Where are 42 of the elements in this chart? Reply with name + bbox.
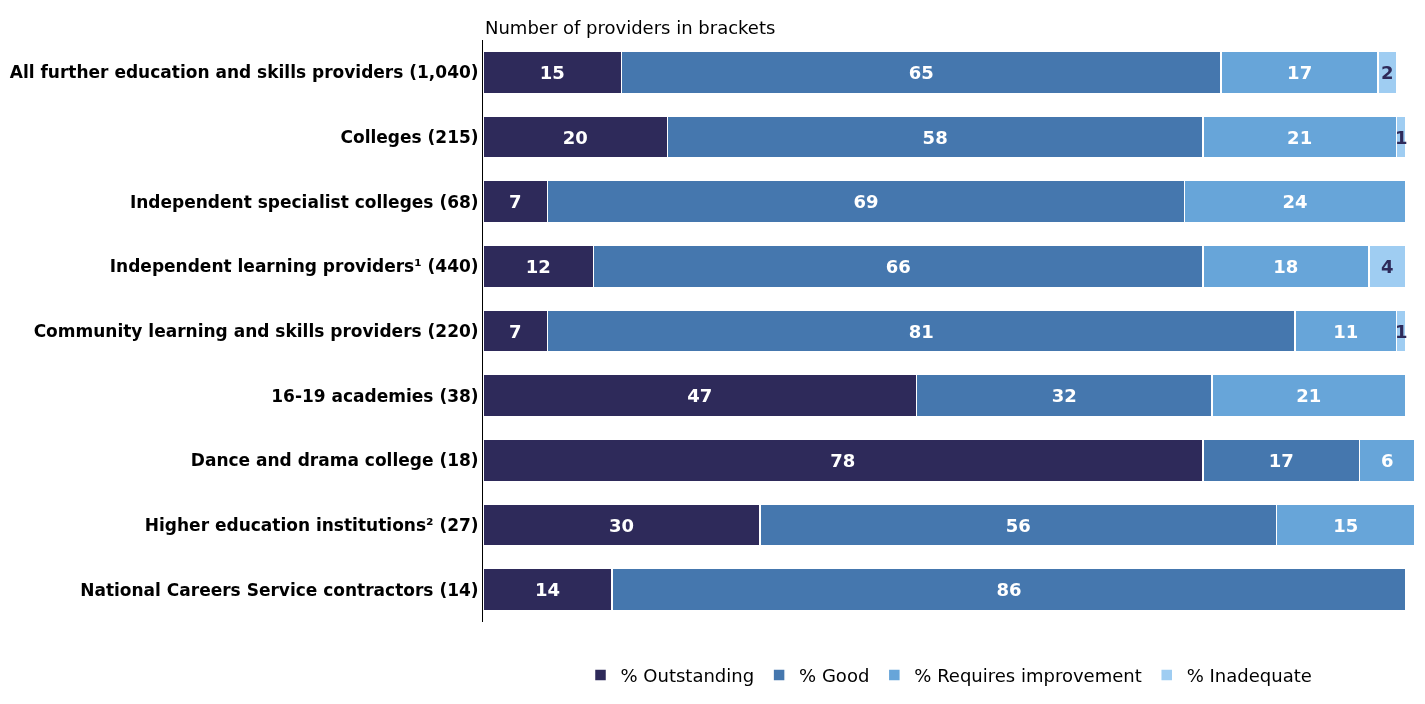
data-label: 86	[996, 579, 1022, 601]
data-label: 30	[608, 514, 634, 536]
chart-subtitle: Number of providers in brackets	[485, 17, 776, 38]
y-tick-label: All further education and skills providers (1,040)	[9, 62, 479, 83]
data-label: 32	[1051, 385, 1077, 407]
data-label: 65	[908, 61, 934, 83]
y-tick-label: Higher education institutions² (27)	[144, 514, 479, 535]
data-label: 17	[1268, 449, 1294, 471]
data-label: 7	[509, 191, 522, 213]
data-label: 17	[1287, 61, 1313, 83]
data-label: 81	[908, 320, 934, 342]
data-label: 58	[922, 126, 948, 148]
legend-label: % Good	[799, 665, 870, 687]
data-label: 12	[525, 255, 551, 277]
data-label: 6	[1381, 449, 1394, 471]
data-label: 2	[1381, 61, 1394, 83]
data-label: 11	[1333, 320, 1359, 342]
data-label: 24	[1282, 191, 1308, 213]
y-tick-label: 16-19 academies (38)	[271, 385, 479, 406]
data-label: 69	[853, 191, 879, 213]
y-tick-label: Dance and drama college (18)	[190, 450, 479, 471]
y-tick-label: National Careers Service contractors (14)	[80, 579, 479, 600]
data-label: 66	[885, 255, 911, 277]
data-label: 21	[1287, 126, 1313, 148]
legend-label: % Outstanding	[620, 665, 755, 687]
y-tick-label: Colleges (215)	[340, 126, 479, 147]
legend-label: % Inadequate	[1186, 665, 1312, 687]
data-label: 7	[509, 320, 522, 342]
y-tick-label: Community learning and skills providers (220)	[33, 320, 479, 341]
data-label: 15	[1333, 514, 1359, 536]
legend-label: % Requires improvement	[914, 665, 1142, 687]
data-label: 78	[830, 449, 856, 471]
y-tick-label: Independent specialist colleges (68)	[129, 191, 479, 212]
data-label: 47	[687, 385, 713, 407]
data-label: 14	[535, 579, 561, 601]
data-label: 56	[1005, 514, 1031, 536]
data-label: 4	[1381, 255, 1394, 277]
data-label: 21	[1296, 385, 1322, 407]
data-label: 18	[1273, 255, 1299, 277]
data-label: 15	[539, 61, 565, 83]
data-label: 20	[562, 126, 588, 148]
y-tick-label: Independent learning providers¹ (440)	[109, 256, 479, 277]
